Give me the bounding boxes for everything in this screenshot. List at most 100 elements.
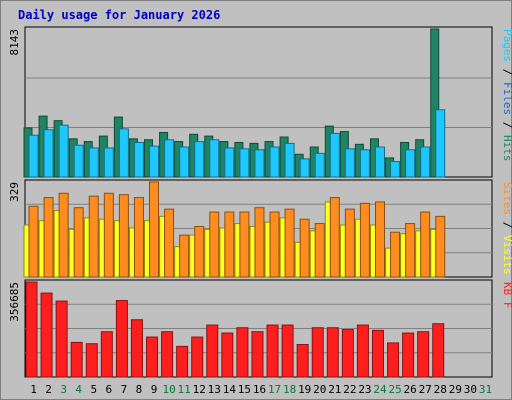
bar-kbytes-22 [341, 329, 354, 378]
bar-visits-16 [254, 207, 265, 278]
bar-kbytes-13 [206, 324, 219, 378]
day-label-25: 25 [388, 383, 401, 396]
bar-files-24 [374, 146, 385, 178]
day-label-17: 17 [268, 383, 281, 396]
day-label-3: 3 [60, 383, 67, 396]
bar-kbytes-4 [70, 341, 83, 378]
bar-visits-22 [344, 208, 355, 278]
day-label-9: 9 [151, 383, 158, 396]
bar-files-17 [269, 146, 280, 178]
bar-visits-24 [374, 201, 385, 278]
bar-kbytes-19 [296, 344, 309, 378]
day-label-12: 12 [193, 383, 206, 396]
bar-kbytes-10 [161, 331, 174, 378]
bar-files-15 [239, 148, 250, 178]
day-label-19: 19 [298, 383, 311, 396]
series-label-part: Hits [501, 135, 512, 162]
bar-visits-26 [405, 223, 416, 278]
series-label-part: / [501, 115, 512, 135]
bar-kbytes-7 [115, 300, 128, 378]
day-label-4: 4 [75, 383, 82, 396]
bar-files-5 [88, 147, 99, 178]
bar-visits-25 [390, 231, 401, 278]
day-label-1: 1 [30, 383, 37, 396]
bar-visits-8 [133, 197, 144, 278]
bar-files-4 [73, 144, 84, 178]
bar-visits-20 [314, 223, 325, 278]
bar-visits-19 [299, 218, 310, 278]
day-label-26: 26 [404, 383, 417, 396]
bar-kbytes-14 [221, 332, 234, 378]
bar-visits-11 [179, 234, 190, 278]
bar-files-13 [209, 139, 220, 178]
bar-visits-13 [209, 211, 220, 278]
chart-title: Daily usage for January 2026 [18, 8, 221, 22]
bar-kbytes-5 [85, 343, 98, 378]
bar-visits-10 [164, 208, 175, 278]
day-label-20: 20 [313, 383, 326, 396]
bar-kbytes-24 [371, 329, 384, 378]
series-label-sites-visits: Sites / Visits [501, 182, 512, 275]
bar-kbytes-20 [311, 327, 324, 378]
series-label-part: Sites [501, 182, 512, 215]
bar-kbytes-2 [40, 292, 53, 378]
ymax-label-kbytes: 356685 [8, 282, 21, 322]
bar-hits-28 [430, 28, 440, 178]
bar-visits-12 [194, 225, 205, 278]
day-label-14: 14 [223, 383, 237, 396]
ymax-label-hits-files: 8143 [8, 29, 21, 56]
series-label-hits-files: Pages / Files / Hits [501, 29, 512, 162]
day-label-23: 23 [358, 383, 371, 396]
day-label-6: 6 [106, 383, 113, 396]
day-label-11: 11 [178, 383, 191, 396]
bar-kbytes-16 [251, 331, 264, 378]
bar-visits-2 [43, 197, 54, 278]
bar-kbytes-9 [146, 336, 159, 378]
bar-files-9 [149, 145, 160, 178]
bar-files-27 [420, 146, 431, 178]
bar-visits-21 [329, 197, 340, 278]
bar-visits-28 [435, 215, 446, 278]
bar-visits-27 [420, 211, 431, 278]
day-label-10: 10 [162, 383, 175, 396]
bar-files-3 [58, 124, 69, 178]
bar-files-20 [314, 152, 325, 178]
series-label-part: Pages [501, 29, 512, 62]
bar-files-10 [164, 139, 175, 178]
day-label-7: 7 [121, 383, 128, 396]
bar-files-26 [405, 149, 416, 178]
series-label-part: KB F [501, 282, 512, 309]
bar-visits-23 [359, 202, 370, 278]
bar-visits-15 [239, 211, 250, 278]
bar-files-8 [133, 141, 144, 178]
bar-kbytes-21 [326, 327, 339, 378]
bar-files-19 [299, 158, 310, 178]
day-label-13: 13 [208, 383, 221, 396]
bar-visits-7 [118, 194, 129, 278]
bar-visits-3 [58, 192, 69, 278]
day-label-18: 18 [283, 383, 296, 396]
bar-kbytes-15 [236, 327, 249, 378]
bar-files-7 [118, 128, 129, 178]
bar-kbytes-12 [191, 336, 204, 378]
day-label-15: 15 [238, 383, 251, 396]
bar-files-21 [329, 132, 340, 178]
bar-files-28 [435, 109, 446, 178]
series-label-part: Files [501, 82, 512, 115]
bar-kbytes-25 [387, 342, 400, 378]
day-label-8: 8 [136, 383, 143, 396]
bar-files-16 [254, 149, 265, 178]
bar-files-6 [103, 147, 114, 178]
bar-files-11 [179, 146, 190, 178]
bar-kbytes-11 [176, 345, 189, 378]
series-label-part: Visits [501, 235, 512, 275]
bar-files-25 [390, 161, 401, 178]
bar-kbytes-27 [417, 331, 430, 378]
bar-kbytes-18 [281, 324, 294, 378]
day-label-22: 22 [343, 383, 356, 396]
series-label-kbytes: KB F [501, 282, 512, 309]
day-label-21: 21 [328, 383, 341, 396]
bar-kbytes-17 [266, 324, 279, 378]
bar-kbytes-1 [25, 281, 38, 378]
bar-visits-5 [88, 195, 99, 278]
